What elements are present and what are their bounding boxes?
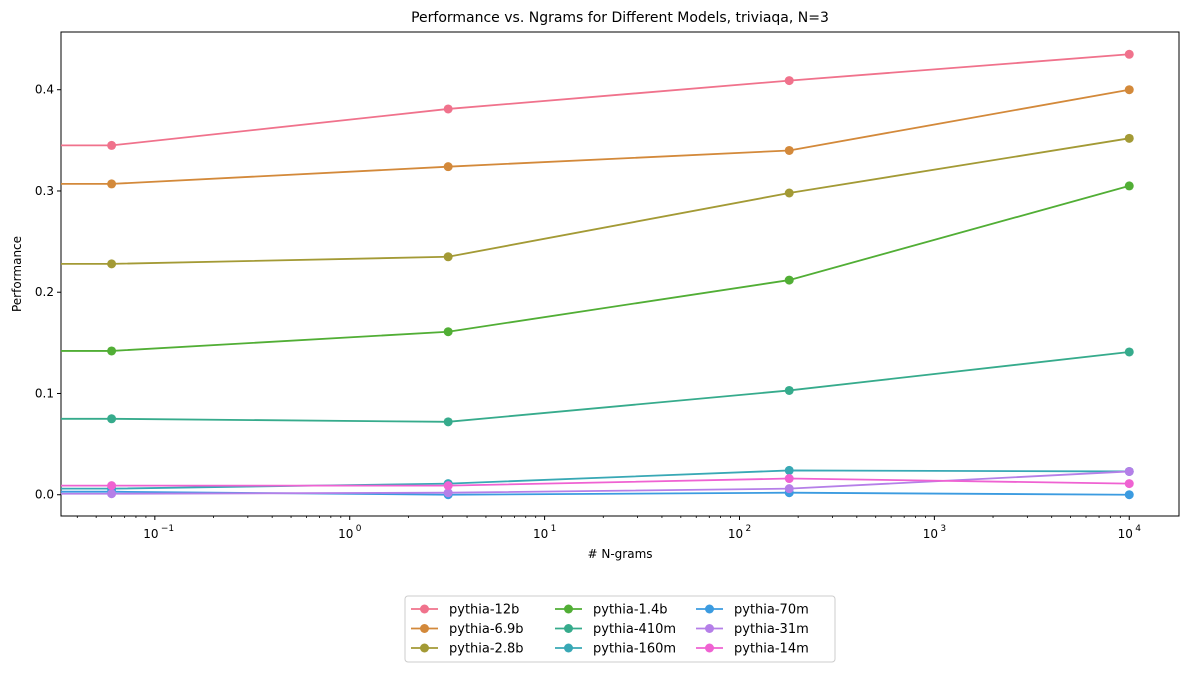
legend-marker [420,604,429,614]
data-point-pythia-2.8b [784,188,794,198]
data-point-pythia-2.8b [443,252,453,262]
data-point-pythia-14m [1124,479,1134,489]
data-point-pythia-31m [443,488,453,498]
legend-label: pythia-12b [449,603,519,618]
data-point-pythia-410m [443,417,453,427]
series-lines [61,53,1130,496]
data-point-pythia-14m [443,481,453,491]
legend-marker [420,624,429,633]
legend-marker [564,604,573,614]
data-point-pythia-12b [107,140,117,150]
legend-item: pythia-70m [696,603,809,618]
chart-title: Performance vs. Ngrams for Different Mod… [411,10,829,26]
x-tick-label: 10 [533,527,548,541]
x-tick-exponent: −1 [161,524,174,534]
x-tick-exponent: 1 [551,524,557,534]
data-point-pythia-160m [784,465,794,475]
series-line-pythia-1.4b [61,185,1130,352]
x-tick-exponent: 3 [940,524,946,534]
x-tick-label: 10 [923,527,938,541]
data-point-pythia-14m [784,474,794,484]
legend-label: pythia-70m [734,603,809,618]
y-tick-label: 0.3 [35,184,54,198]
series-line-pythia-12b [61,53,1130,147]
legend: pythia-12b pythia-6.9b pythia-2.8b pythia-1… [404,595,836,663]
legend-marker [705,624,714,633]
x-tick-exponent: 2 [745,524,751,534]
y-tick-label: 0.4 [35,83,54,97]
legend-item: pythia-2.8b [411,642,523,657]
series-line-pythia-2.8b [61,137,1130,265]
data-point-pythia-1.4b [443,327,453,337]
x-tick-exponent: 0 [356,524,362,534]
y-axis-label: Performance [10,236,24,312]
legend-label: pythia-410m [593,622,676,637]
legend-label: pythia-2.8b [449,642,523,657]
data-point-pythia-6.9b [443,162,453,172]
data-point-pythia-1.4b [784,275,794,285]
legend-marker [705,604,714,614]
plot-frame [60,31,1180,517]
legend-marker [564,643,573,653]
y-tick-label: 0.0 [35,488,54,502]
data-point-pythia-12b [784,76,794,86]
legend-item: pythia-14m [696,642,809,657]
data-point-pythia-12b [443,104,453,114]
y-axis: 0.0 0.1 0.2 0.3 0.4 [35,83,61,502]
legend-label: pythia-14m [734,642,809,657]
data-point-pythia-2.8b [107,259,117,269]
y-tick-label: 0.2 [35,285,54,299]
x-axis: 10 −1 10 0 10 1 10 2 10 3 10 4 [76,516,1141,541]
data-point-pythia-14m [107,481,117,491]
data-point-pythia-12b [1124,49,1134,59]
y-tick-label: 0.1 [35,386,54,400]
data-point-pythia-70m [1124,490,1134,500]
data-point-pythia-6.9b [107,179,117,189]
data-point-pythia-410m [784,385,794,395]
data-point-pythia-1.4b [107,346,117,356]
x-tick-label: 10 [338,527,353,541]
legend-marker [705,643,714,653]
legend-label: pythia-1.4b [593,603,667,618]
data-point-pythia-1.4b [1124,181,1134,191]
legend-item: pythia-31m [696,622,809,637]
legend-item: pythia-12b [411,603,519,618]
series-line-pythia-6.9b [61,88,1130,185]
series-line-pythia-410m [61,351,1130,423]
data-point-pythia-31m [107,489,117,499]
x-tick-exponent: 4 [1135,524,1141,534]
legend-marker [564,624,573,633]
legend-marker [420,643,429,653]
legend-label: pythia-160m [593,642,676,657]
x-tick-label: 10 [728,527,743,541]
x-tick-label: 10 [1118,527,1133,541]
legend-item: pythia-160m [555,642,676,657]
legend-item: pythia-1.4b [555,603,667,618]
legend-item: pythia-6.9b [411,622,523,637]
data-point-pythia-31m [1124,466,1134,476]
data-point-pythia-410m [107,414,117,424]
data-point-pythia-6.9b [784,145,794,155]
legend-item: pythia-410m [555,622,676,637]
data-point-pythia-6.9b [1124,85,1134,95]
series-points [107,49,1134,500]
data-point-pythia-31m [784,484,794,494]
x-axis-label: # N-grams [587,547,652,561]
legend-label: pythia-6.9b [449,622,523,637]
data-point-pythia-2.8b [1124,133,1134,143]
legend-box [404,595,836,663]
legend-label: pythia-31m [734,622,809,637]
x-tick-label: 10 [143,527,158,541]
data-point-pythia-410m [1124,347,1134,357]
